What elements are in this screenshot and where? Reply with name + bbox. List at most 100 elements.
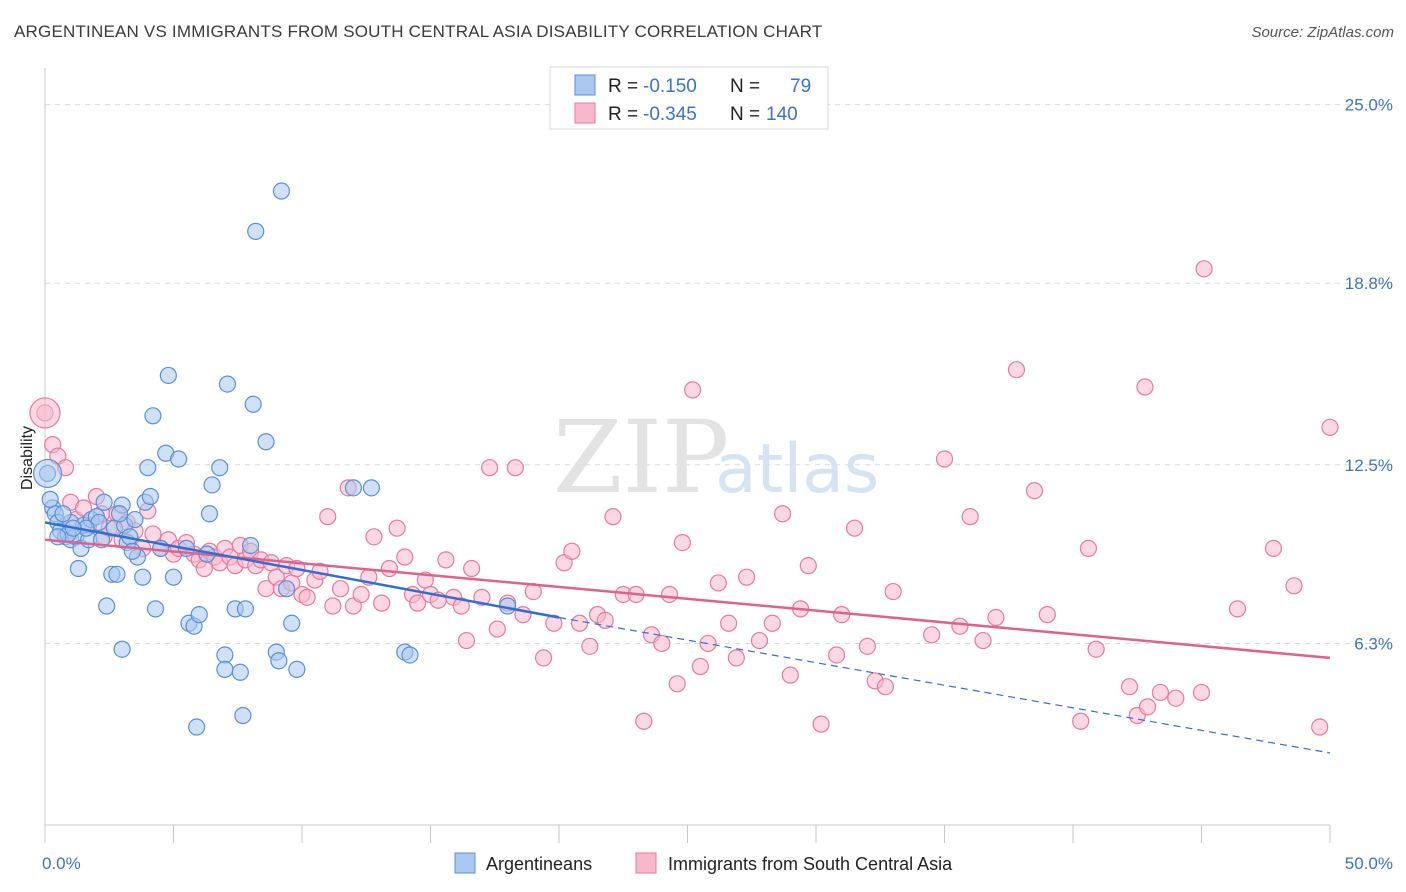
data-point xyxy=(488,620,506,638)
legend-n-value-2: 140 xyxy=(766,104,798,125)
data-point xyxy=(247,222,265,240)
data-point xyxy=(1151,683,1169,702)
data-point xyxy=(727,649,745,667)
data-point xyxy=(218,375,237,393)
data-point xyxy=(331,580,350,598)
data-point xyxy=(570,614,589,632)
data-point xyxy=(139,459,157,477)
legend-n-label-2: N = xyxy=(730,104,760,125)
bottom-legend-label-immigrants: Immigrants from South Central Asia xyxy=(668,854,953,874)
data-point xyxy=(876,678,894,696)
data-point xyxy=(1072,712,1090,730)
data-point xyxy=(1264,539,1283,557)
bottom-legend-label-argentineans: Argentineans xyxy=(486,854,592,874)
data-point xyxy=(164,568,183,586)
data-point xyxy=(660,585,679,604)
data-point-large xyxy=(32,458,63,489)
data-point xyxy=(884,582,902,601)
x-tick-label: 50.0% xyxy=(1345,854,1393,873)
data-point xyxy=(231,663,249,681)
data-point xyxy=(763,614,781,632)
legend-r-label-2: R = xyxy=(608,104,638,125)
data-point xyxy=(799,557,817,575)
series-argentineans-points xyxy=(32,182,517,736)
trend-line-argentineans xyxy=(44,521,560,619)
data-point xyxy=(98,597,116,615)
watermark-zip: ZIP xyxy=(553,399,729,516)
data-point xyxy=(457,631,476,650)
data-point xyxy=(452,597,470,615)
data-point xyxy=(365,528,383,546)
trend-line-immigrants xyxy=(44,538,1331,660)
data-point xyxy=(1136,378,1154,396)
data-point xyxy=(41,490,59,508)
data-point xyxy=(126,510,144,529)
x-tick-label: 0.0% xyxy=(42,854,81,873)
bottom-legend-swatch-pink xyxy=(635,852,657,874)
data-point xyxy=(858,637,877,655)
data-point xyxy=(298,588,316,606)
data-point xyxy=(684,381,702,399)
data-point xyxy=(935,450,954,468)
data-point xyxy=(170,450,188,468)
data-point xyxy=(200,505,219,523)
data-point xyxy=(437,551,455,569)
data-point xyxy=(110,505,129,523)
data-point xyxy=(270,652,288,670)
data-point xyxy=(188,718,206,736)
legend-swatch-blue xyxy=(574,74,596,96)
data-point xyxy=(1087,640,1105,658)
data-point xyxy=(1195,260,1213,278)
data-point xyxy=(1079,539,1098,557)
legend-swatch-pink xyxy=(574,102,596,124)
data-point xyxy=(236,600,255,618)
data-point xyxy=(211,459,229,477)
y-tick-label: 18.8% xyxy=(1345,274,1393,293)
y-tick-label: 12.5% xyxy=(1345,456,1393,475)
data-point xyxy=(108,565,126,583)
data-point xyxy=(1120,678,1139,696)
data-point xyxy=(396,548,414,566)
data-point xyxy=(216,660,234,678)
data-point xyxy=(283,614,301,632)
data-point xyxy=(409,594,427,612)
data-point xyxy=(738,568,756,586)
data-point xyxy=(845,519,864,537)
legend-r-value-1: -0.150 xyxy=(643,76,697,97)
data-point xyxy=(203,476,221,494)
data-point xyxy=(144,525,162,543)
data-point xyxy=(506,459,524,477)
series-legend: Argentineans Immigrants from South Centr… xyxy=(454,852,953,874)
data-point xyxy=(190,606,208,624)
data-point xyxy=(781,666,799,684)
data-point xyxy=(773,505,792,523)
data-point xyxy=(699,634,717,653)
data-point xyxy=(257,433,275,451)
legend-n-value-1: 79 xyxy=(790,76,811,97)
trend-lines xyxy=(44,521,1331,754)
data-point xyxy=(146,600,165,618)
data-point xyxy=(1138,698,1157,716)
y-tick-label: 25.0% xyxy=(1345,96,1393,115)
data-point xyxy=(352,585,370,604)
data-point xyxy=(951,617,969,635)
data-point xyxy=(324,597,342,615)
data-point xyxy=(635,712,653,730)
data-point xyxy=(141,487,159,506)
data-point xyxy=(1007,361,1026,379)
data-point xyxy=(812,715,830,733)
data-point xyxy=(144,407,162,425)
data-point xyxy=(604,508,622,526)
data-point xyxy=(123,542,141,560)
data-point xyxy=(388,519,406,537)
data-point xyxy=(244,395,262,413)
data-point xyxy=(1285,577,1303,595)
data-point xyxy=(923,626,941,644)
data-point xyxy=(362,479,380,497)
data-point xyxy=(277,580,296,598)
data-point xyxy=(1038,606,1056,624)
data-point xyxy=(234,706,252,725)
data-point xyxy=(961,508,979,526)
data-point xyxy=(691,657,709,676)
data-point xyxy=(463,559,481,578)
